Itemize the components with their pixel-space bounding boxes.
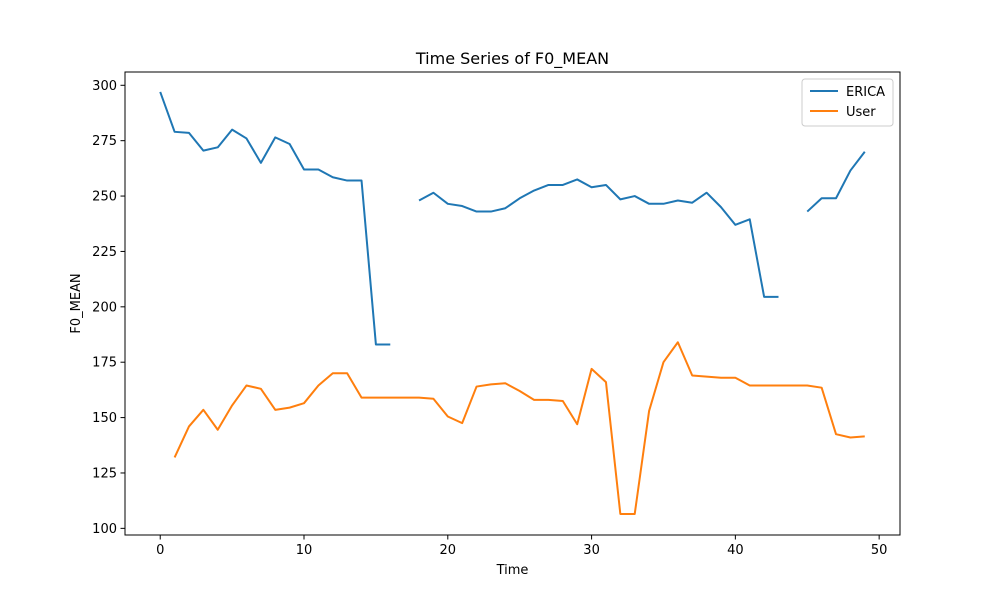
y-axis: 100 125 150 175 200 225 250 275 300 [92,79,125,537]
x-tick-label-2: 20 [440,543,457,558]
x-tick-label-4: 40 [727,543,744,558]
y-tick-label-1: 125 [92,466,117,481]
y-axis-title: F0_MEAN [69,273,84,333]
y-tick-label-4: 200 [92,300,117,315]
x-tick-label-1: 10 [296,543,313,558]
x-axis: 0 10 20 30 40 50 [156,535,887,558]
legend: ERICA User [801,78,894,127]
legend-label-erica: ERICA [846,85,885,100]
series-line-user-0 [173,341,865,515]
y-tick-label-5: 225 [92,245,117,260]
series-line-erica-1 [418,178,779,298]
series-layer [159,91,866,515]
series-line-erica-2 [806,151,866,213]
y-tick-label-2: 150 [92,411,117,426]
x-axis-title: Time [496,563,529,578]
y-tick-label-8: 300 [92,79,117,94]
y-tick-label-6: 250 [92,190,117,205]
x-tick-label-0: 0 [156,543,164,558]
legend-label-user: User [846,105,876,120]
plot-area-frame [124,71,901,536]
x-tick-label-5: 50 [871,543,888,558]
y-tick-label-0: 100 [92,522,117,537]
x-tick-label-3: 30 [583,543,600,558]
y-tick-label-7: 275 [92,134,117,149]
y-tick-label-3: 175 [92,356,117,371]
chart-title: Time Series of F0_MEAN [415,49,609,69]
series-line-erica-0 [159,91,391,346]
